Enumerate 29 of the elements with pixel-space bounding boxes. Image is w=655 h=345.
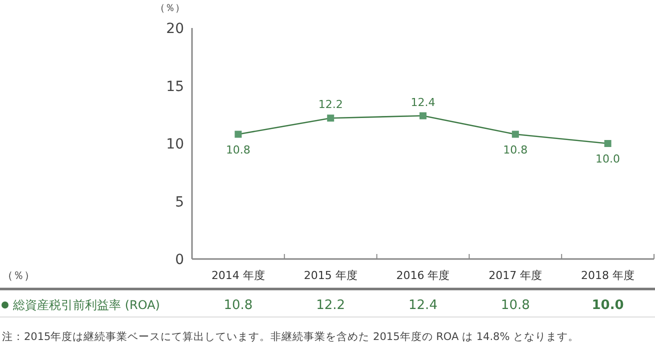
legend-label: 総資産税引前利益率 (ROA) [12, 298, 160, 312]
text: 10.0 [596, 152, 620, 166]
data-label: 10.8 [500, 298, 530, 313]
data-label: 12.4 [408, 298, 438, 313]
x-tick-label: 2017 年度 [488, 269, 542, 282]
point [604, 140, 612, 147]
y-tick-label: 0 [175, 252, 184, 268]
data-label: 10.0 [592, 298, 624, 313]
point [327, 114, 334, 122]
x-tick-label: 2016 年度 [396, 269, 450, 282]
data-label: 10.8 [224, 298, 253, 313]
text: 12.2 [318, 98, 343, 112]
point [234, 130, 242, 138]
x-tick-label: 2014 年度 [211, 269, 265, 282]
y-tick-label: 15 [166, 78, 184, 95]
text: 10.8 [226, 143, 250, 156]
y-tick-label: 20 [166, 21, 184, 37]
point [512, 130, 519, 138]
y-axis-title: （％） [155, 3, 185, 14]
text: 10.8 [503, 143, 528, 156]
text: （％） [2, 269, 35, 282]
x-tick-label: 2015 年度 [304, 269, 358, 282]
point [420, 112, 426, 120]
text: 12.4 [410, 96, 436, 109]
y-tick-label: 5 [175, 194, 184, 210]
text: 注：2015年度は継続事業ベースにて算出しています。非継続事業を含めた 2015年度の ROA は 14.8% となります。 [2, 330, 580, 343]
y-tick-label: 10 [166, 136, 184, 152]
x-tick-label: 2018 年度 [581, 269, 635, 282]
data-label: 12.2 [316, 298, 346, 313]
